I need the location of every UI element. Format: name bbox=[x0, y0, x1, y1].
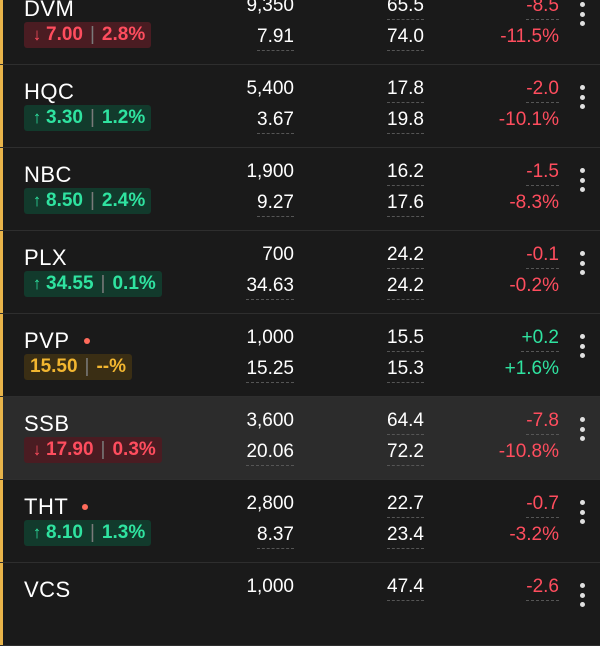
more-options-icon[interactable] bbox=[578, 251, 586, 275]
stock-row-6[interactable]: THT ↑ 8.10 | 1.3% 2,800 8.37 22.7 23.4 -0.7… bbox=[0, 480, 600, 563]
price-value: 7.91 bbox=[257, 26, 294, 51]
volume-value: 3,600 bbox=[246, 410, 294, 431]
delta-percent: -11.5% bbox=[500, 26, 559, 47]
delta-value: -1.5 bbox=[526, 161, 559, 186]
metric-value-top: 24.2 bbox=[387, 244, 424, 269]
change-badge: ↓ 7.00 | 2.8% bbox=[24, 22, 152, 48]
stock-row-3[interactable]: PLX ↑ 34.55 | 0.1% 700 34.63 24.2 24.2 -0.1… bbox=[0, 231, 600, 314]
metric-value-bottom: 15.3 bbox=[387, 358, 424, 383]
arrow-down-icon: ↓ bbox=[32, 440, 42, 459]
price-value: 15.25 bbox=[246, 358, 294, 383]
delta-percent: +1.6% bbox=[504, 358, 559, 379]
metric-value-top: 16.2 bbox=[387, 161, 424, 186]
arrow-up-icon: ↑ bbox=[32, 191, 42, 210]
volume-value: 1,000 bbox=[246, 327, 294, 348]
delta-value: +0.2 bbox=[521, 327, 559, 352]
stock-symbol: THT bbox=[24, 494, 89, 520]
stock-row-2[interactable]: NBC ↑ 8.50 | 2.4% 1,900 9.27 16.2 17.6 -1.5… bbox=[0, 148, 600, 231]
price-value: 9.27 bbox=[257, 192, 294, 217]
metric-value-bottom: 19.8 bbox=[387, 109, 424, 134]
change-badge: ↑ 8.10 | 1.3% bbox=[24, 520, 152, 546]
stock-symbol: VCS bbox=[24, 577, 71, 602]
stock-symbol: SSB bbox=[24, 411, 70, 436]
delta-value: -0.7 bbox=[526, 493, 559, 518]
alert-dot-icon bbox=[83, 338, 90, 344]
volume-value: 9,350 bbox=[246, 0, 294, 16]
arrow-up-icon: ↑ bbox=[32, 108, 42, 127]
stock-row-7[interactable]: VCS 1,000 47.4 -2.6 bbox=[0, 563, 600, 646]
more-options-icon[interactable] bbox=[578, 2, 586, 26]
price-value: 34.63 bbox=[246, 275, 294, 300]
stock-symbol: PVP bbox=[24, 328, 90, 354]
stock-row-0[interactable]: DVM ↓ 7.00 | 2.8% 9,350 7.91 65.5 74.0 -8.5… bbox=[0, 0, 600, 65]
more-options-icon[interactable] bbox=[578, 500, 586, 524]
more-options-icon[interactable] bbox=[578, 334, 586, 358]
delta-value: -2.6 bbox=[526, 576, 559, 601]
delta-percent: -8.3% bbox=[509, 192, 559, 213]
volume-value: 1,000 bbox=[246, 576, 294, 597]
metric-value-bottom: 74.0 bbox=[387, 26, 424, 51]
delta-percent: -0.2% bbox=[509, 275, 559, 296]
delta-value: -8.5 bbox=[526, 0, 559, 20]
volume-value: 1,900 bbox=[246, 161, 294, 182]
metric-value-top: 17.8 bbox=[387, 78, 424, 103]
arrow-up-icon: ↑ bbox=[32, 274, 42, 293]
volume-value: 700 bbox=[262, 244, 294, 265]
stock-row-1[interactable]: HQC ↑ 3.30 | 1.2% 5,400 3.67 17.8 19.8 -2.0… bbox=[0, 65, 600, 148]
delta-percent: -10.1% bbox=[498, 109, 559, 130]
metric-value-top: 22.7 bbox=[387, 493, 424, 518]
more-options-icon[interactable] bbox=[578, 85, 586, 109]
metric-value-bottom: 72.2 bbox=[387, 441, 424, 466]
price-value: 8.37 bbox=[257, 524, 294, 549]
change-badge: ↑ 34.55 | 0.1% bbox=[24, 271, 162, 297]
delta-value: -0.1 bbox=[526, 244, 559, 269]
metric-value-bottom: 17.6 bbox=[387, 192, 424, 217]
arrow-down-icon: ↓ bbox=[32, 25, 42, 44]
volume-value: 2,800 bbox=[246, 493, 294, 514]
stock-row-4[interactable]: PVP 15.50 | --% 1,000 15.25 15.5 15.3 +0.2… bbox=[0, 314, 600, 397]
price-value: 3.67 bbox=[257, 109, 294, 134]
change-badge: ↓ 17.90 | 0.3% bbox=[24, 437, 162, 463]
more-options-icon[interactable] bbox=[578, 417, 586, 441]
alert-dot-icon bbox=[82, 504, 89, 510]
more-options-icon[interactable] bbox=[578, 168, 586, 192]
delta-value: -2.0 bbox=[526, 78, 559, 103]
delta-percent: -3.2% bbox=[509, 524, 559, 545]
delta-percent: -10.8% bbox=[498, 441, 559, 462]
metric-value-top: 65.5 bbox=[387, 0, 424, 20]
metric-value-top: 64.4 bbox=[387, 410, 424, 435]
change-badge: 15.50 | --% bbox=[24, 354, 133, 380]
price-value: 20.06 bbox=[246, 441, 294, 466]
more-options-icon[interactable] bbox=[578, 583, 586, 607]
change-badge: ↑ 8.50 | 2.4% bbox=[24, 188, 152, 214]
metric-value-top: 47.4 bbox=[387, 576, 424, 601]
arrow-up-icon: ↑ bbox=[32, 523, 42, 542]
delta-value: -7.8 bbox=[526, 410, 559, 435]
stock-symbol: DVM bbox=[24, 0, 75, 21]
stock-symbol: PLX bbox=[24, 245, 68, 270]
stock-symbol: NBC bbox=[24, 162, 72, 187]
metric-value-top: 15.5 bbox=[387, 327, 424, 352]
stock-row-5[interactable]: SSB ↓ 17.90 | 0.3% 3,600 20.06 64.4 72.2 -7… bbox=[0, 397, 600, 480]
change-badge: ↑ 3.30 | 1.2% bbox=[24, 105, 152, 131]
volume-value: 5,400 bbox=[246, 78, 294, 99]
metric-value-bottom: 23.4 bbox=[387, 524, 424, 549]
stock-symbol: HQC bbox=[24, 79, 75, 104]
metric-value-bottom: 24.2 bbox=[387, 275, 424, 300]
